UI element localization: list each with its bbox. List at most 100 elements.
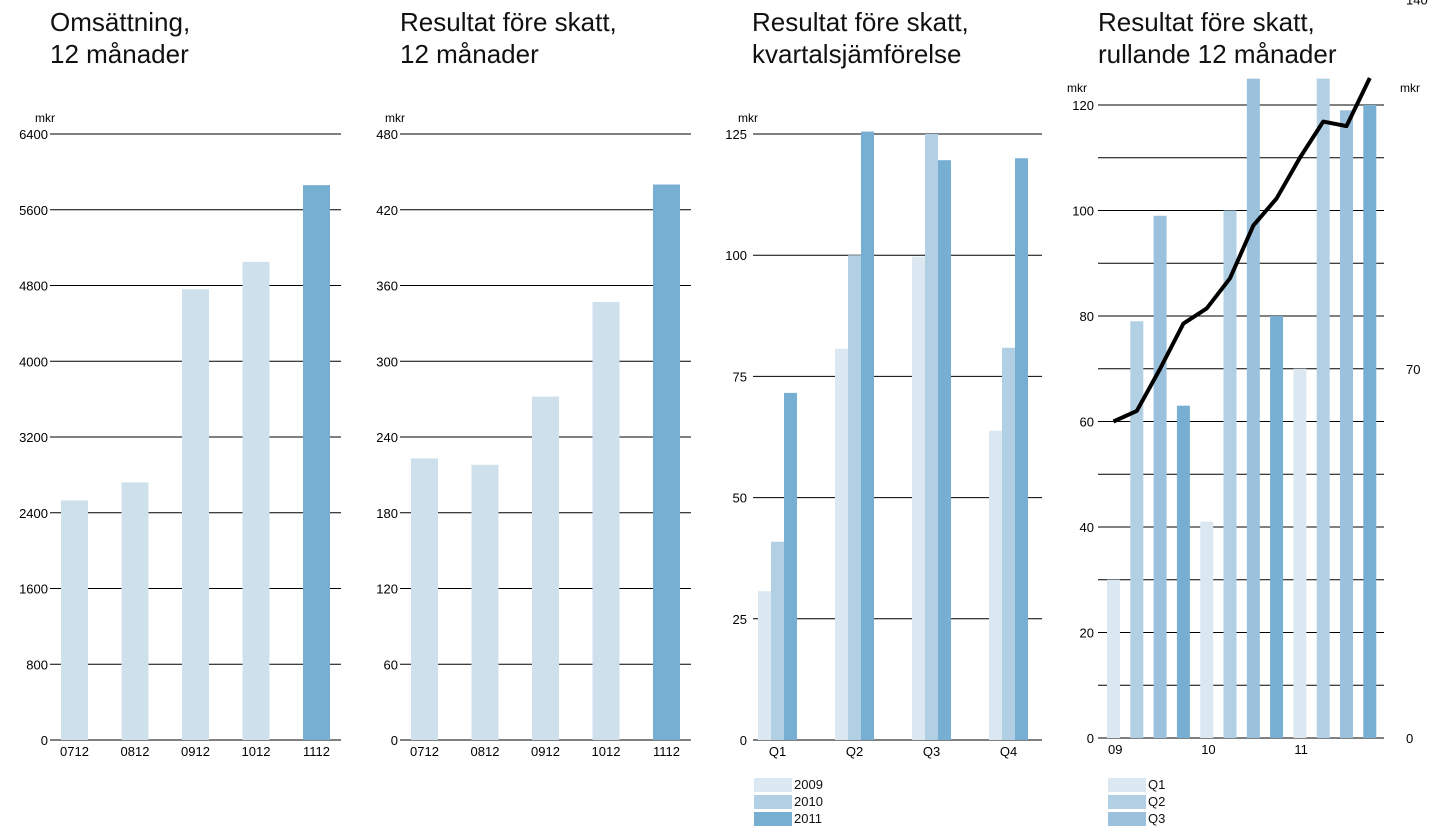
bar bbox=[471, 464, 499, 740]
x-tick-label: Q1 bbox=[769, 744, 786, 759]
legend-label: Q2 bbox=[1148, 794, 1166, 809]
bar bbox=[848, 255, 861, 740]
y-tick-label: 80 bbox=[1080, 309, 1094, 324]
chart-title-line2: kvartalsjämförelse bbox=[752, 39, 962, 69]
y-tick-label: 120 bbox=[376, 582, 398, 597]
bar bbox=[1002, 347, 1015, 740]
chart-title-line2: 12 månader bbox=[50, 39, 189, 69]
legend-item: Q2 bbox=[1108, 793, 1165, 810]
y-tick-label: 800 bbox=[26, 657, 48, 672]
bar bbox=[989, 430, 1002, 740]
x-tick-label: 0712 bbox=[410, 744, 439, 759]
legend-item: Q1 bbox=[1108, 776, 1165, 793]
x-tick-label: 0912 bbox=[531, 744, 560, 759]
chart-title-line1: Resultat före skatt, bbox=[400, 7, 617, 37]
y-tick-label: 60 bbox=[1080, 415, 1094, 430]
y2-tick-label: 140 bbox=[1406, 0, 1428, 8]
y-tick-label: 20 bbox=[1080, 626, 1094, 641]
chart-legend: Q1 Q2 Q3 bbox=[1108, 776, 1165, 827]
x-tick-label: 0812 bbox=[121, 744, 150, 759]
y-tick-label: 100 bbox=[725, 248, 747, 263]
y-tick-label: 0 bbox=[391, 733, 398, 748]
x-tick-label: 0812 bbox=[471, 744, 500, 759]
panel-rullande: Resultat före skatt, rullande 12 månader… bbox=[1050, 0, 1440, 834]
bar bbox=[1340, 110, 1353, 738]
bar bbox=[1015, 158, 1028, 741]
y2-tick-label: 0 bbox=[1406, 731, 1413, 746]
x-tick-label: Q2 bbox=[846, 744, 863, 759]
panel-omsattning: Omsättning, 12 månader mkr 0 800 1600 2400 32… bbox=[0, 0, 350, 834]
chart-title-line2: 12 månader bbox=[400, 39, 539, 69]
chart-title-line1: Omsättning, bbox=[50, 7, 191, 37]
bar bbox=[1316, 78, 1330, 738]
x-tick-label: Q3 bbox=[923, 744, 940, 759]
y-tick-label: 25 bbox=[733, 612, 747, 627]
omsattning-bar-chart: mkr 0 800 1600 2400 3200 4000 4800 5600 6400 0712 0… bbox=[19, 111, 341, 759]
bar bbox=[61, 500, 88, 740]
panel-resultat-12m: Resultat före skatt, 12 månader mkr 0 60 12… bbox=[350, 0, 700, 834]
y-tick-label: 1600 bbox=[19, 582, 48, 597]
resultat-12m-bar-chart: mkr 0 60 120 180 240 300 360 420 480 0712 0812 0912 1… bbox=[376, 111, 691, 759]
chart-title-line2: rullande 12 månader bbox=[1098, 39, 1337, 69]
chart-title: Resultat före skatt, kvartalsjämförelse bbox=[752, 6, 969, 70]
bar bbox=[784, 392, 797, 740]
y2-axis-unit-label: mkr bbox=[1400, 81, 1420, 95]
y-tick-label: 75 bbox=[733, 369, 747, 384]
bar bbox=[1293, 368, 1307, 738]
bar bbox=[303, 185, 330, 741]
bar bbox=[925, 134, 938, 740]
y-tick-label: 4000 bbox=[19, 354, 48, 369]
bar bbox=[1176, 405, 1190, 738]
y-tick-label: 480 bbox=[376, 127, 398, 142]
y-tick-label: 40 bbox=[1080, 520, 1094, 535]
bar bbox=[1223, 210, 1237, 738]
x-tick-label: Q4 bbox=[1000, 744, 1017, 759]
x-tick-label: 1012 bbox=[242, 744, 271, 759]
bar bbox=[758, 591, 771, 740]
legend-swatch bbox=[1108, 777, 1146, 792]
bar bbox=[938, 160, 951, 740]
rolling-12m-line bbox=[1112, 77, 1372, 424]
bar bbox=[121, 482, 149, 740]
legend-label: 2010 bbox=[794, 794, 823, 809]
y-tick-label: 120 bbox=[1072, 98, 1094, 113]
bar bbox=[835, 348, 848, 740]
bar bbox=[1246, 78, 1260, 738]
y-tick-label: 0 bbox=[1087, 731, 1094, 746]
chart-title-line1: Resultat före skatt, bbox=[752, 7, 969, 37]
chart-legend: 2009 2010 2011 bbox=[754, 776, 823, 827]
bar bbox=[861, 131, 874, 741]
x-tick-label: 09 bbox=[1108, 742, 1122, 757]
y-axis-unit-label: mkr bbox=[35, 111, 55, 125]
bar bbox=[1270, 316, 1284, 738]
y-tick-label: 360 bbox=[376, 279, 398, 294]
legend-label: Q3 bbox=[1148, 811, 1166, 826]
y-tick-label: 100 bbox=[1072, 204, 1094, 219]
x-tick-label: 11 bbox=[1294, 742, 1308, 757]
legend-swatch bbox=[1108, 811, 1146, 826]
y-tick-label: 0 bbox=[41, 733, 48, 748]
bar bbox=[182, 289, 209, 740]
legend-label: Q1 bbox=[1148, 777, 1166, 792]
y-tick-label: 60 bbox=[384, 657, 398, 672]
legend-swatch bbox=[1108, 794, 1146, 809]
bar bbox=[1153, 215, 1167, 738]
x-tick-label: 0712 bbox=[60, 744, 89, 759]
chart-title: Resultat före skatt, rullande 12 månader bbox=[1098, 6, 1337, 70]
y-tick-label: 240 bbox=[376, 430, 398, 445]
y-tick-label: 125 bbox=[725, 127, 747, 142]
bar bbox=[771, 541, 784, 740]
y-tick-label: 180 bbox=[376, 506, 398, 521]
x-tick-label: 0912 bbox=[181, 744, 210, 759]
legend-item: 2011 bbox=[754, 810, 823, 827]
x-tick-label: 1112 bbox=[303, 744, 330, 759]
y2-tick-label: 70 bbox=[1406, 362, 1420, 377]
chart-title-line1: Resultat före skatt, bbox=[1098, 7, 1315, 37]
y-tick-label: 420 bbox=[376, 203, 398, 218]
bar bbox=[653, 184, 680, 740]
y-tick-label: 6400 bbox=[19, 127, 48, 142]
bar bbox=[1200, 521, 1214, 738]
bar bbox=[1107, 579, 1120, 738]
y-tick-label: 0 bbox=[740, 733, 747, 748]
y-tick-label: 50 bbox=[733, 491, 747, 506]
